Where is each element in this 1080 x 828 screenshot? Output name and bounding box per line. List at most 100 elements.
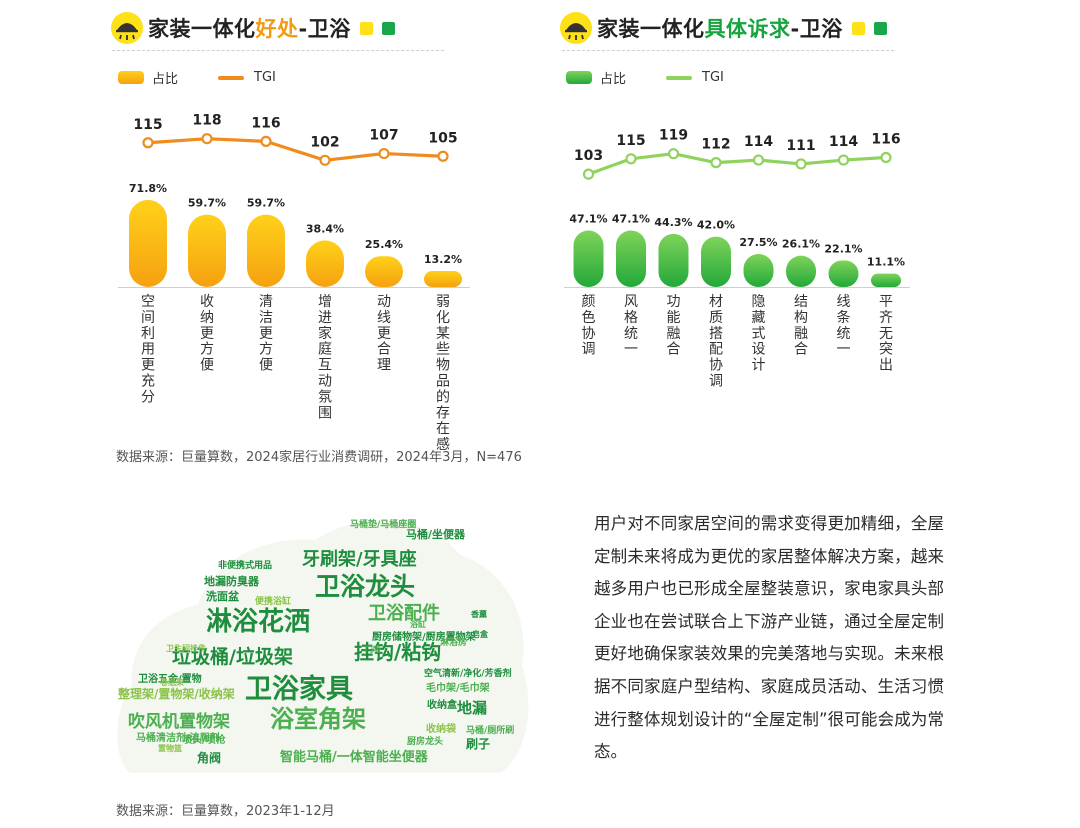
tgi-value-label: 111 <box>786 138 815 154</box>
category-label-char: 的 <box>436 389 450 405</box>
right-chart: 47.1%103颜色协调47.1%115风格统一44.3%119功能融合42.0… <box>564 128 910 390</box>
green-square-icon <box>381 21 395 35</box>
category-label-char: 家 <box>318 325 332 342</box>
category-label-char: 庭 <box>318 341 332 358</box>
category-label-char: 调 <box>582 342 596 358</box>
tgi-value-label: 119 <box>659 128 688 144</box>
word-cloud-term: 卫生间挂件 <box>166 643 206 653</box>
bar <box>188 214 226 287</box>
yellow-square-icon <box>851 21 865 35</box>
category-label-char: 能 <box>667 310 681 326</box>
tgi-point <box>319 154 331 166</box>
category-label-char: 更 <box>200 326 214 342</box>
tgi-point <box>667 148 680 160</box>
category-label-char: 统 <box>837 326 851 342</box>
category-label-char: 动 <box>318 374 332 390</box>
category-label-char: 氛 <box>318 389 332 405</box>
right-panel-title: 家装一体化具体诉求-卫浴 <box>559 8 887 48</box>
category-label-char: 便 <box>200 358 214 374</box>
source-top: 数据来源：巨量算数，2024家居行业消费调研，2024年3月，N=476 <box>116 450 522 465</box>
bar-value-label: 11.1% <box>867 256 905 269</box>
category-label-char: 空 <box>141 294 155 310</box>
category-label-char: 融 <box>667 326 681 342</box>
word-cloud-term: 淋浴花洒 <box>206 607 310 637</box>
bar <box>424 270 462 287</box>
tgi-point <box>795 158 807 170</box>
word-cloud-term: 卷纸架 <box>159 677 184 687</box>
word-cloud-term: 厨房龙头 <box>407 735 443 747</box>
word-cloud-term: 香薰 <box>470 609 487 619</box>
tgi-value-label: 118 <box>192 113 221 129</box>
left-panel-title: 家装一体化好处-卫浴 <box>110 8 395 48</box>
word-cloud-term: 马桶/厕所刷 <box>466 724 514 736</box>
category-label-char: 出 <box>879 358 893 374</box>
bar <box>828 260 859 287</box>
category-label-char: 平 <box>879 294 893 310</box>
bar-value-label: 44.3% <box>654 216 692 229</box>
category-label-char: 材 <box>709 294 723 310</box>
bar-value-label: 59.7% <box>247 197 285 210</box>
category-label-char: 协 <box>582 326 596 342</box>
word-cloud-term: 浴室角架 <box>270 705 366 733</box>
tgi-point <box>260 135 272 147</box>
tgi-value-label: 105 <box>428 130 457 146</box>
tgi-value-label: 112 <box>701 137 730 153</box>
category-label-char: 调 <box>709 374 723 390</box>
word-cloud-term: 吹风机置物架 <box>128 711 230 732</box>
category-label-char: 理 <box>377 358 391 374</box>
category-label-char: 突 <box>879 342 893 358</box>
word-cloud-term: 洗面盆 <box>206 589 240 603</box>
word-cloud-term: 刷子 <box>466 737 490 751</box>
category-label-char: 隐 <box>752 294 766 310</box>
category-label-char: 一 <box>624 342 638 358</box>
category-label-char: 间 <box>141 310 155 326</box>
category-label-char: 齐 <box>879 310 893 326</box>
shower-head-icon <box>111 12 143 44</box>
right-title-divider <box>562 50 894 51</box>
category-label-char: 更 <box>141 358 155 374</box>
category-label-char: 结 <box>794 294 808 310</box>
category-label-char: 线 <box>837 294 851 310</box>
bar-value-label: 13.2% <box>424 253 462 266</box>
tgi-value-label: 115 <box>133 117 162 133</box>
legend-line-label: TGI <box>702 70 724 85</box>
tgi-point <box>710 157 722 169</box>
bar-value-label: 26.1% <box>782 238 820 251</box>
tgi-line <box>587 152 887 176</box>
legend-bar-swatch <box>118 71 144 84</box>
word-cloud-term: 毛巾架/毛巾架 <box>426 681 490 694</box>
bar-value-label: 38.4% <box>306 222 344 235</box>
category-label-char: 式 <box>752 326 766 342</box>
category-label-char: 搭 <box>709 326 723 342</box>
legend-line-swatch <box>666 75 693 80</box>
category-label-char: 功 <box>667 294 681 310</box>
legend-bar-label: 占比 <box>600 72 627 87</box>
category-label-char: 清 <box>259 294 273 310</box>
right-legend: 占比 TGI <box>566 68 724 87</box>
legend-bar-swatch <box>566 71 592 84</box>
left-legend: 占比 TGI <box>118 68 276 87</box>
category-label-char: 质 <box>709 310 723 326</box>
bar <box>306 240 344 287</box>
category-label-char: 更 <box>259 326 273 342</box>
category-label-char: 互 <box>318 358 332 374</box>
bar <box>365 256 403 287</box>
category-label-char: 洁 <box>259 310 273 326</box>
tgi-point <box>437 150 449 162</box>
word-cloud-term: 收纳袋 <box>426 722 457 735</box>
shower-head-icon <box>560 12 592 44</box>
green-square-icon <box>873 21 887 35</box>
bar-value-label: 71.8% <box>129 182 167 195</box>
tgi-point <box>142 137 154 149</box>
left-title-text: 家装一体化好处-卫浴 <box>148 17 351 41</box>
bar <box>247 214 285 287</box>
word-cloud-term: 喷头/喷枪 <box>182 733 226 746</box>
bar <box>871 273 901 287</box>
tgi-point <box>378 147 390 160</box>
category-label-char: 合 <box>667 342 681 358</box>
category-label-char: 存 <box>436 405 450 421</box>
category-label-char: 增 <box>318 294 332 310</box>
legend-line-swatch <box>218 75 245 80</box>
tgi-value-label: 107 <box>369 128 398 144</box>
